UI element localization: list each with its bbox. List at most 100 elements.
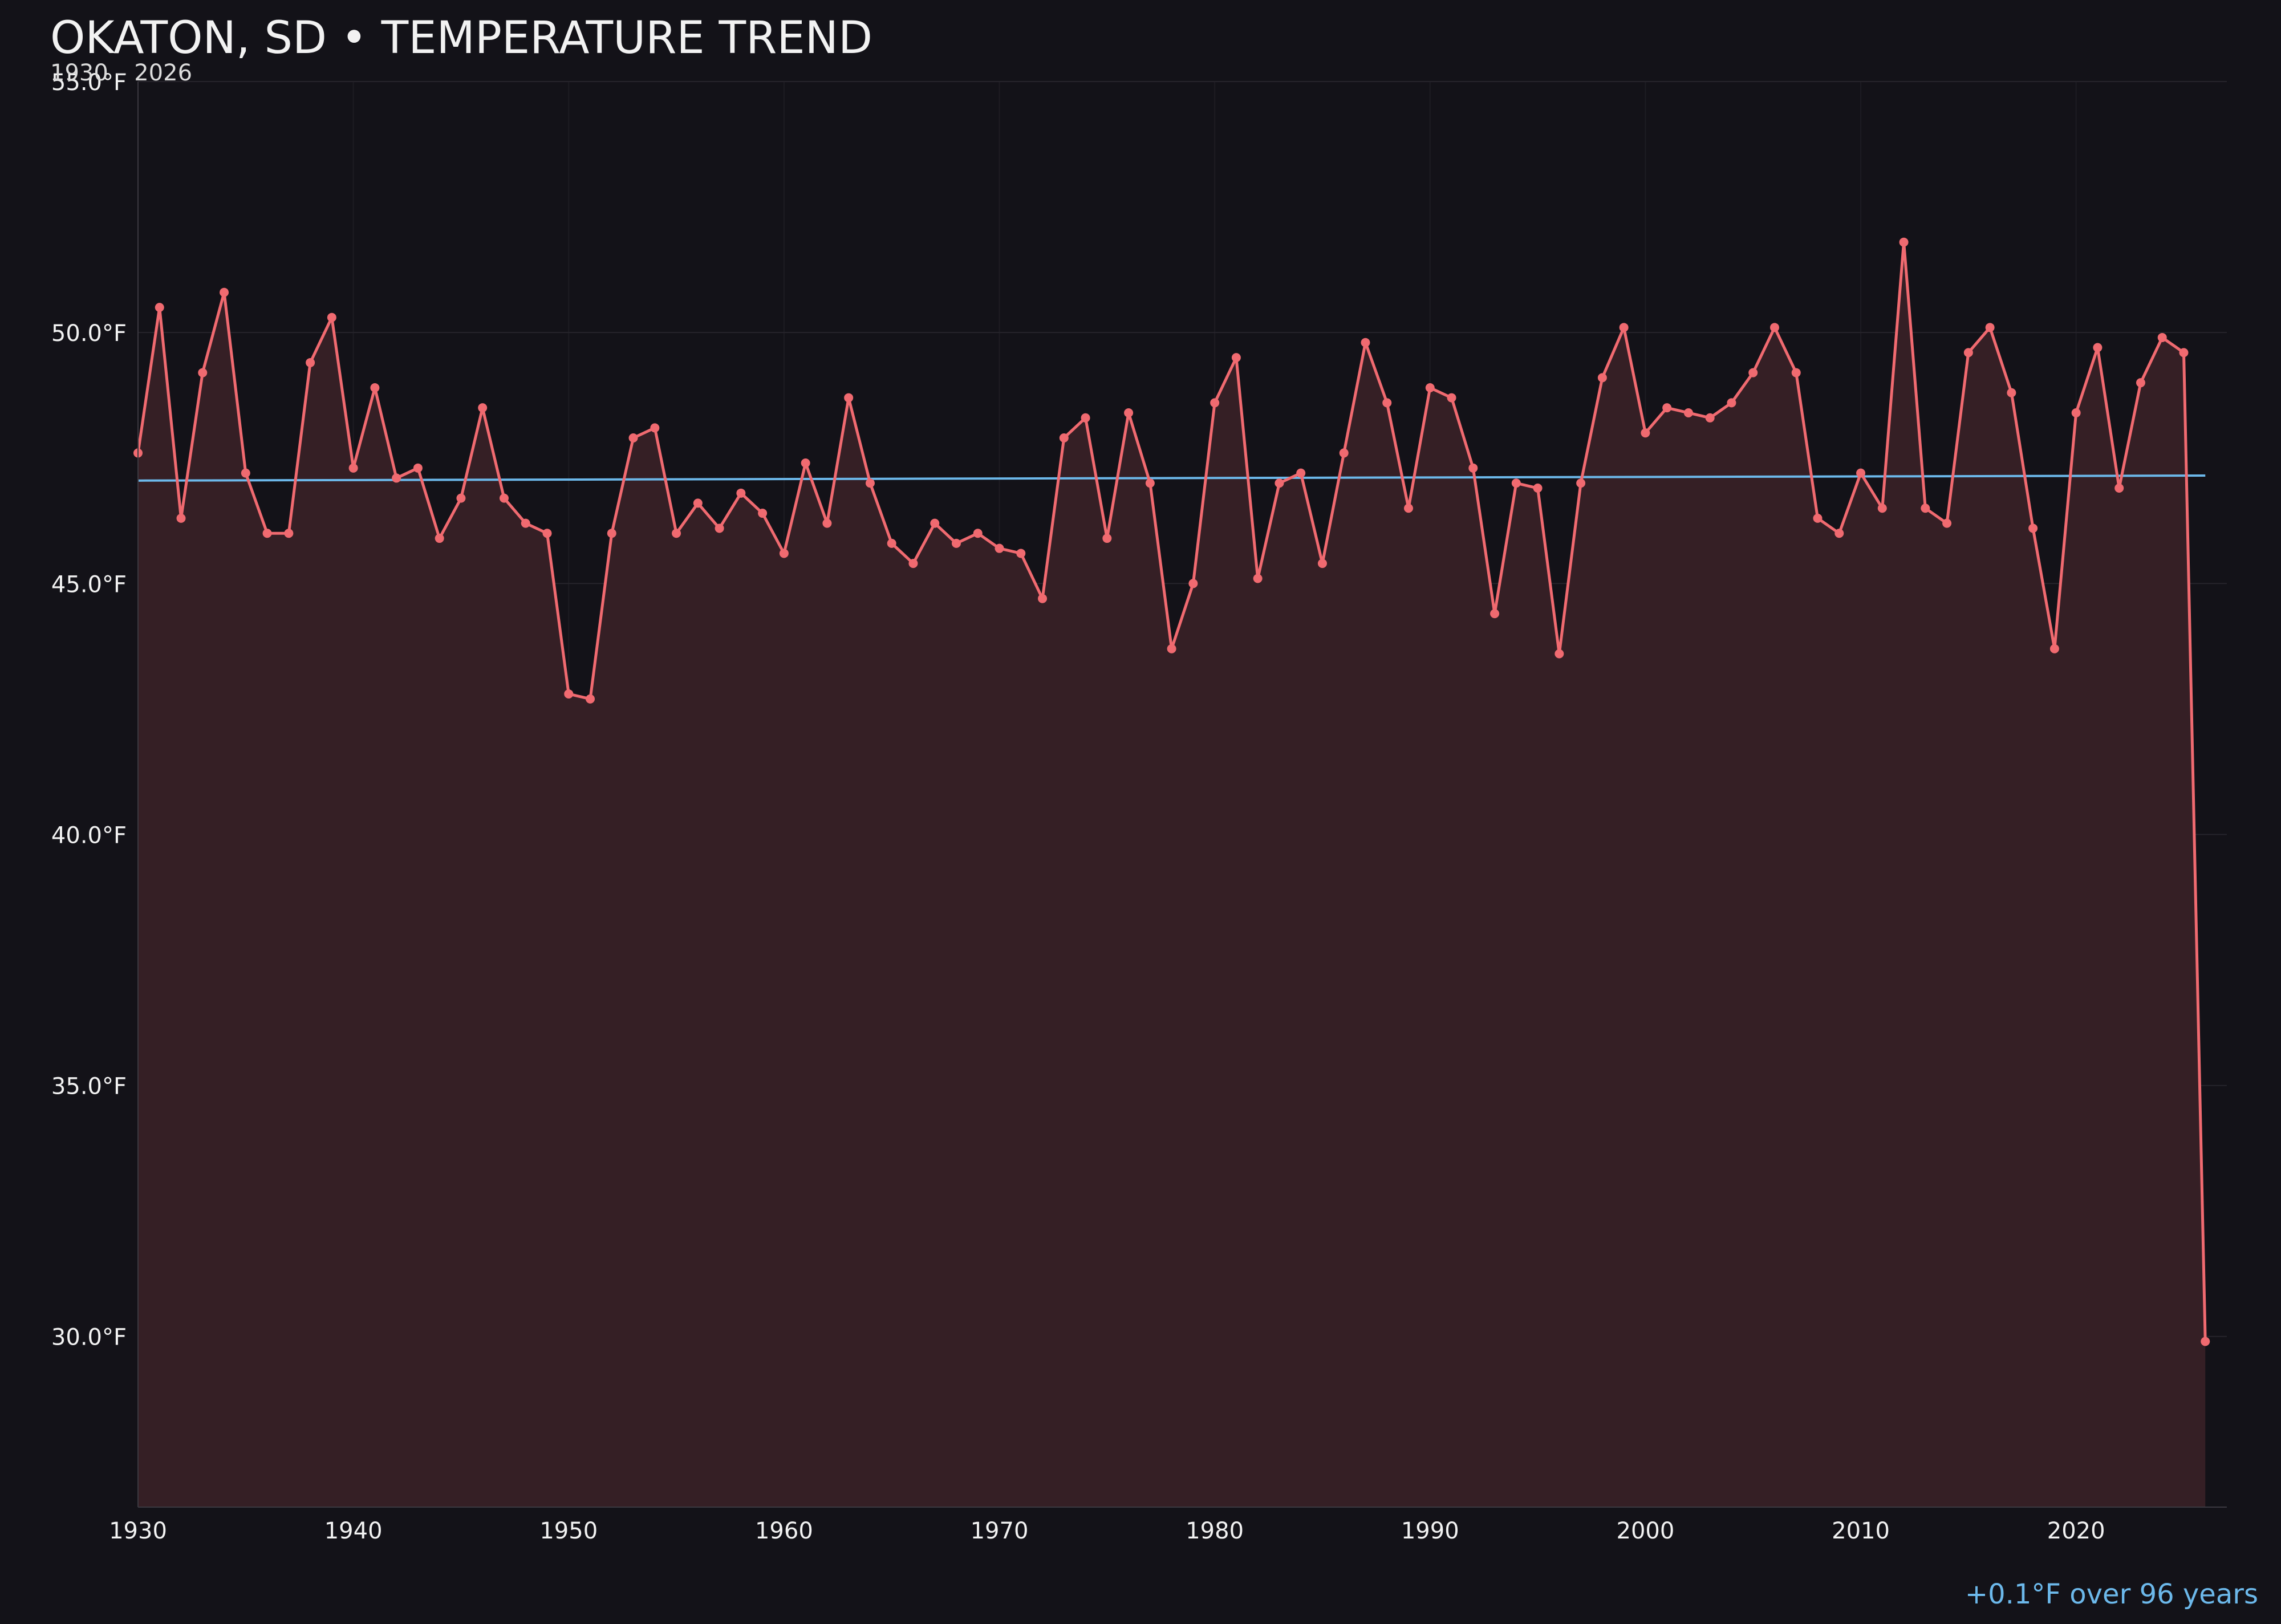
data-point	[1683, 408, 1693, 417]
data-point	[887, 538, 896, 548]
data-point	[155, 303, 164, 312]
data-point	[1791, 368, 1801, 377]
data-point	[1275, 478, 1284, 488]
data-point	[1921, 504, 1930, 513]
data-point	[586, 694, 595, 704]
data-point	[822, 518, 832, 528]
data-point	[1145, 478, 1155, 488]
data-point	[2157, 332, 2167, 342]
data-point	[607, 529, 616, 538]
data-point	[1317, 559, 1327, 569]
data-point	[542, 529, 552, 538]
data-point	[1662, 403, 1672, 413]
data-point	[456, 493, 466, 503]
data-point	[241, 468, 250, 478]
data-point	[1511, 478, 1521, 488]
data-point	[327, 312, 336, 322]
data-point	[2179, 348, 2189, 358]
data-point	[1468, 463, 1478, 473]
chart-subtitle: 1930 – 2026	[50, 60, 192, 86]
data-point	[1124, 408, 1134, 417]
x-tick-label: 1990	[1401, 1518, 1459, 1544]
data-point	[715, 523, 724, 533]
data-point	[801, 458, 810, 468]
series-area	[138, 242, 2206, 1507]
y-tick-label: 30.0°F	[51, 1325, 127, 1351]
data-point	[1102, 534, 1112, 543]
data-point	[1748, 368, 1758, 377]
data-point	[435, 534, 444, 543]
data-point	[392, 473, 401, 483]
y-tick-label: 55.0°F	[51, 70, 127, 96]
data-point	[1059, 433, 1069, 442]
data-point	[1038, 594, 1048, 603]
data-point	[628, 433, 638, 442]
data-point	[499, 493, 509, 503]
data-point	[1339, 448, 1349, 458]
data-point	[650, 423, 660, 433]
data-point	[2028, 523, 2038, 533]
data-point	[1834, 529, 1844, 538]
data-point	[198, 368, 208, 377]
data-point	[1447, 393, 1456, 403]
x-tick-label: 1980	[1186, 1518, 1244, 1544]
data-point	[736, 488, 746, 498]
data-point	[1361, 338, 1370, 347]
data-point	[1016, 549, 1026, 558]
data-point	[693, 498, 703, 508]
data-point	[2071, 408, 2081, 417]
data-point	[1877, 504, 1887, 513]
chart-title: OKATON, SD • TEMPERATURE TREND	[50, 13, 872, 64]
data-point	[1490, 609, 1500, 619]
data-point	[1555, 649, 1564, 659]
x-tick-label: 1940	[324, 1518, 383, 1544]
data-point	[1705, 413, 1715, 423]
data-point	[1985, 323, 1995, 332]
y-tick-label: 35.0°F	[51, 1074, 127, 1100]
x-tick-label: 1930	[109, 1518, 167, 1544]
y-tick-label: 50.0°F	[51, 320, 127, 347]
data-point	[951, 538, 961, 548]
data-point	[1813, 513, 1823, 523]
data-point	[1425, 383, 1435, 392]
data-point	[220, 287, 229, 297]
x-tick-label: 1960	[755, 1518, 813, 1544]
data-point	[995, 543, 1004, 553]
data-point	[306, 358, 315, 367]
x-tick-label: 1970	[971, 1518, 1029, 1544]
data-point	[865, 478, 875, 488]
data-point	[1619, 323, 1629, 332]
data-point	[2007, 388, 2016, 397]
data-point	[758, 509, 768, 518]
data-point	[1533, 484, 1543, 493]
data-point	[1597, 373, 1607, 383]
y-tick-label: 45.0°F	[51, 571, 127, 598]
data-point	[1963, 348, 1973, 358]
data-point	[1769, 323, 1779, 332]
x-tick-label: 1950	[539, 1518, 598, 1544]
data-point	[1081, 413, 1090, 423]
data-point	[413, 463, 423, 473]
x-tick-label: 2000	[1617, 1518, 1675, 1544]
data-point	[1188, 579, 1198, 588]
x-tick-label: 2020	[2047, 1518, 2105, 1544]
data-point	[176, 513, 186, 523]
data-point	[1576, 478, 1586, 488]
data-point	[1296, 468, 1306, 478]
data-point	[672, 529, 681, 538]
data-point	[1231, 353, 1241, 363]
data-point	[521, 518, 530, 528]
data-point	[370, 383, 380, 392]
data-point	[930, 518, 940, 528]
data-point	[1727, 398, 1736, 408]
x-tick-label: 2010	[1832, 1518, 1890, 1544]
data-point	[973, 529, 983, 538]
data-point	[1167, 644, 1176, 653]
data-point	[1210, 398, 1220, 408]
data-point	[779, 549, 789, 558]
data-point	[348, 463, 358, 473]
data-point	[1382, 398, 1392, 408]
data-point	[844, 393, 854, 403]
data-point	[262, 529, 272, 538]
